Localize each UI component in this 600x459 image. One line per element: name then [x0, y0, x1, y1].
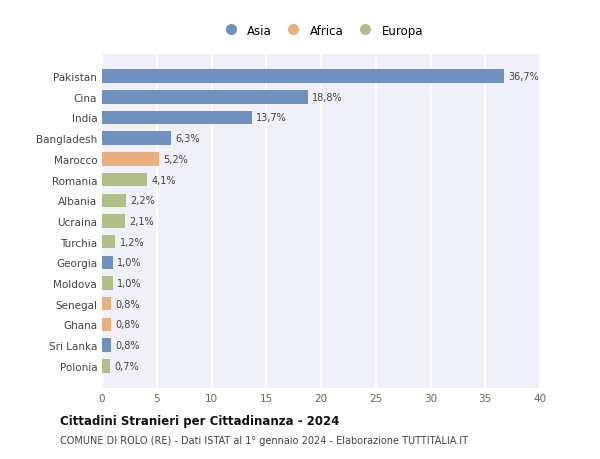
Text: 1,2%: 1,2% [119, 237, 144, 247]
Text: 0,8%: 0,8% [115, 341, 140, 350]
Bar [102, 256, 113, 269]
Bar [102, 215, 125, 228]
Bar [102, 339, 111, 352]
Text: 6,3%: 6,3% [175, 134, 200, 144]
Text: 2,1%: 2,1% [130, 217, 154, 226]
Bar [102, 153, 159, 166]
Bar [102, 297, 111, 311]
Text: COMUNE DI ROLO (RE) - Dati ISTAT al 1° gennaio 2024 - Elaborazione TUTTITALIA.IT: COMUNE DI ROLO (RE) - Dati ISTAT al 1° g… [60, 435, 468, 445]
Bar [102, 194, 126, 207]
Bar [102, 235, 115, 249]
Text: 5,2%: 5,2% [163, 155, 188, 164]
Text: 0,8%: 0,8% [115, 299, 140, 309]
Text: 1,0%: 1,0% [118, 258, 142, 268]
Bar [102, 112, 252, 125]
Text: 36,7%: 36,7% [508, 72, 539, 82]
Bar [102, 132, 171, 146]
Text: 1,0%: 1,0% [118, 279, 142, 288]
Bar [102, 277, 113, 290]
Bar [102, 70, 504, 84]
Bar [102, 318, 111, 331]
Legend: Asia, Africa, Europa: Asia, Africa, Europa [215, 21, 427, 41]
Text: 18,8%: 18,8% [312, 93, 343, 102]
Text: Cittadini Stranieri per Cittadinanza - 2024: Cittadini Stranieri per Cittadinanza - 2… [60, 414, 340, 428]
Text: 0,7%: 0,7% [114, 361, 139, 371]
Bar [102, 359, 110, 373]
Bar [102, 174, 147, 187]
Text: 13,7%: 13,7% [256, 113, 287, 123]
Bar [102, 91, 308, 104]
Text: 4,1%: 4,1% [151, 175, 176, 185]
Text: 2,2%: 2,2% [130, 196, 155, 206]
Text: 0,8%: 0,8% [115, 320, 140, 330]
